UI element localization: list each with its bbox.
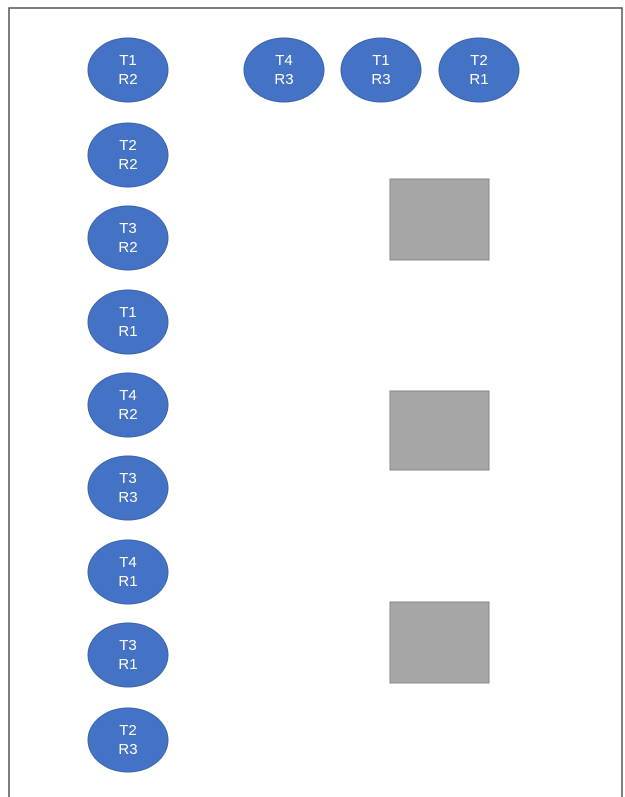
node (87, 122, 169, 188)
node-label: R2 (118, 239, 137, 256)
node (87, 289, 169, 355)
node-label: T4 (119, 387, 137, 404)
gray-box (389, 178, 490, 261)
node (438, 37, 520, 103)
node (87, 205, 169, 271)
node-label: R2 (118, 156, 137, 173)
node (87, 622, 169, 688)
node (87, 37, 169, 103)
node (243, 37, 325, 103)
node-label: R1 (469, 71, 488, 88)
node-label: T1 (372, 52, 390, 69)
node-label: R3 (118, 741, 137, 758)
node-label: R3 (274, 71, 293, 88)
node-label: T1 (119, 52, 137, 69)
node-label: R1 (118, 323, 137, 340)
node-label: R3 (371, 71, 390, 88)
node-label: T2 (119, 722, 137, 739)
gray-box (389, 390, 490, 471)
node-label: R2 (118, 406, 137, 423)
gray-box (389, 601, 490, 684)
node (87, 455, 169, 521)
node (87, 539, 169, 605)
node-label: T3 (119, 220, 137, 237)
node (87, 707, 169, 773)
node-label: T2 (470, 52, 488, 69)
node-label: T2 (119, 137, 137, 154)
node (87, 372, 169, 438)
node-label: T3 (119, 470, 137, 487)
node-label: T1 (119, 304, 137, 321)
node-label: R2 (118, 71, 137, 88)
node-label: R3 (118, 489, 137, 506)
node-label: R1 (118, 573, 137, 590)
node-label: T4 (119, 554, 137, 571)
node-label: T3 (119, 637, 137, 654)
node-label: T4 (275, 52, 293, 69)
node-label: R1 (118, 656, 137, 673)
node (340, 37, 422, 103)
frame (8, 7, 623, 797)
